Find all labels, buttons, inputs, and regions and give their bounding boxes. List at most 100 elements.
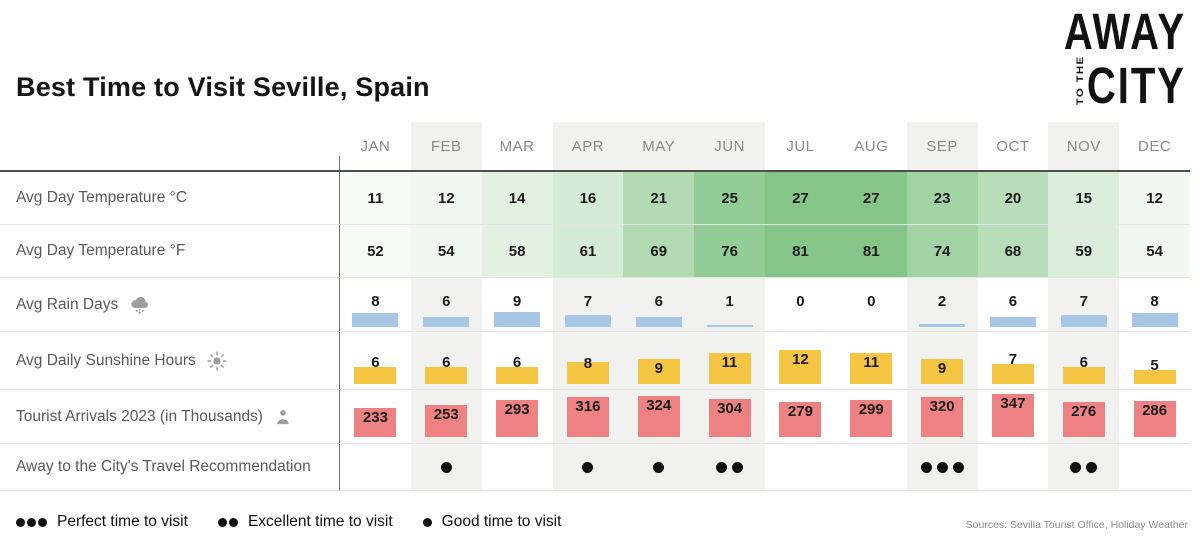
tourist-arrivals-jul-value: 279 xyxy=(787,403,813,420)
temp-f-jun-cell: 76 xyxy=(694,225,765,277)
rain-bar-dec xyxy=(1131,313,1178,327)
row-label-text: Avg Rain Days xyxy=(16,295,119,313)
rain-bar-oct xyxy=(989,316,1036,327)
month-header-mar: MAR xyxy=(499,137,535,155)
temp-f-nov-cell: 59 xyxy=(1048,225,1120,277)
person-icon xyxy=(273,407,293,427)
rain-bar-feb xyxy=(423,316,470,327)
tourist-bar-may: 324 xyxy=(637,396,680,437)
legend-dots xyxy=(422,517,434,527)
recommendation-dot xyxy=(582,461,594,473)
tourist-arrivals-apr-value: 316 xyxy=(575,398,601,415)
rain-days-may-value: 6 xyxy=(654,293,663,310)
tourist-arrivals-oct-value: 347 xyxy=(1000,395,1026,412)
sunshine-hours-aug-cell: 11 xyxy=(836,332,907,389)
tourist-arrivals-jan-cell: 233 xyxy=(340,390,411,443)
brand-logo: AWAY TO THE CITY xyxy=(1063,4,1186,111)
recommendation-sep-cell xyxy=(906,444,978,490)
row-label-recommendation: Away to the City's Travel Recommendation xyxy=(0,444,340,490)
tourist-arrivals-sep-cell: 320 xyxy=(906,390,978,443)
temp-f-jul-cell: 81 xyxy=(765,225,836,277)
tourist-bar-nov: 276 xyxy=(1062,402,1105,437)
tourist-arrivals-jul-cell: 279 xyxy=(765,390,836,443)
sunshine-hours-dec-cell: 5 xyxy=(1119,332,1190,389)
recommendation-dot xyxy=(920,461,932,473)
sunshine-hours-feb-value: 6 xyxy=(442,354,451,372)
tourist-bar-feb: 253 xyxy=(425,405,468,437)
tourist-arrivals-aug-cell: 299 xyxy=(836,390,907,443)
row-label-text: Avg Day Temperature °C xyxy=(16,189,188,206)
rain-bar-nov xyxy=(1060,315,1107,327)
sunshine-bar-jan xyxy=(354,367,397,384)
tourist-bar-mar: 293 xyxy=(496,400,539,437)
rain-bar-jun xyxy=(706,325,753,327)
recommendation-jan-cell xyxy=(340,444,411,490)
legend-dots xyxy=(217,517,240,527)
sunshine-hours-nov-value: 6 xyxy=(1079,354,1088,372)
rain-days-mar-cell: 9 xyxy=(482,278,553,331)
recommendation-dot xyxy=(1086,461,1098,473)
sunshine-bar-jun xyxy=(708,353,751,384)
recommendation-dec-cell xyxy=(1119,444,1190,490)
sunshine-hours-feb-cell: 6 xyxy=(410,332,482,389)
sunshine-bar-may xyxy=(637,358,680,384)
legend-dots xyxy=(16,517,49,527)
logo-away-text: AWAY xyxy=(1063,4,1186,61)
tourist-bar-dec: 286 xyxy=(1133,401,1176,437)
sunshine-hours-jun-value: 11 xyxy=(721,354,738,372)
rain-bar-may xyxy=(635,316,682,327)
rain-days-jul-cell: 0 xyxy=(765,278,836,331)
tourist-arrivals-aug-value: 299 xyxy=(858,401,884,418)
rain-days-may-cell: 6 xyxy=(623,278,695,331)
legend-label: Perfect time to visit xyxy=(57,513,188,530)
month-header-nov: NOV xyxy=(1048,122,1120,170)
row-temp-c: Avg Day Temperature °C 11 12 14 16 21 25 27 27 2… xyxy=(0,172,1190,225)
sun-icon xyxy=(206,350,228,372)
temp-c-jul-cell: 27 xyxy=(765,172,836,224)
recommendation-feb-cell xyxy=(410,444,482,490)
rain-days-dec-cell: 8 xyxy=(1119,278,1190,331)
sunshine-hours-mar-cell: 6 xyxy=(482,332,553,389)
temp-c-oct-cell: 20 xyxy=(977,172,1049,224)
tourist-arrivals-nov-value: 276 xyxy=(1071,403,1097,420)
recommendation-apr-cell xyxy=(552,444,624,490)
tourist-arrivals-dec-cell: 286 xyxy=(1119,390,1190,443)
legend-dot xyxy=(27,517,36,527)
sunshine-bar-aug xyxy=(850,353,893,384)
page-title: Best Time to Visit Seville, Spain xyxy=(16,72,430,102)
legend-dot xyxy=(422,517,432,527)
month-header-apr: APR xyxy=(552,122,624,170)
row-sunshine-hours: Avg Daily Sunshine Hours 6 6 6 8 9 11 12 11 9 7 6 5 xyxy=(0,332,1190,390)
row-tourist-arrivals: Tourist Arrivals 2023 (in Thousands) 233… xyxy=(0,390,1190,444)
legend-dot xyxy=(228,517,238,527)
legend-item-1-dots: Good time to visit xyxy=(422,513,562,531)
legend-item-3-dots: Perfect time to visit xyxy=(16,513,188,531)
sunshine-bar-nov xyxy=(1062,367,1105,384)
sunshine-hours-sep-cell: 9 xyxy=(906,332,978,389)
temp-f-feb-cell: 54 xyxy=(410,225,482,277)
row-recommendation: Away to the City's Travel Recommendation xyxy=(0,444,1190,491)
rain-days-jun-cell: 1 xyxy=(694,278,765,331)
rain-days-oct-value: 6 xyxy=(1008,293,1018,310)
sunshine-hours-sep-value: 9 xyxy=(937,359,947,377)
month-table: JAN FEB MAR APR MAY JUN JUL AUG SEP OCT NOV DEC Avg… xyxy=(0,122,1190,491)
sources-text: Sources: Sevilla Tourist Office, Holiday… xyxy=(965,519,1188,531)
row-label-text: Avg Day Temperature °F xyxy=(16,242,186,259)
tourist-arrivals-feb-value: 253 xyxy=(433,406,459,423)
sunshine-bar-feb xyxy=(425,367,468,384)
tourist-bar-oct: 347 xyxy=(991,394,1034,437)
rain-days-aug-value: 0 xyxy=(867,293,876,310)
legend-dot xyxy=(217,517,227,527)
temp-f-mar-cell: 58 xyxy=(481,225,553,277)
tourist-arrivals-dec-value: 286 xyxy=(1142,402,1168,419)
rain-days-apr-value: 7 xyxy=(583,293,593,310)
row-label-temp-c: Avg Day Temperature °C xyxy=(0,172,340,224)
legend-label: Good time to visit xyxy=(441,513,562,530)
month-header-aug: AUG xyxy=(854,137,889,155)
sunshine-hours-oct-value: 7 xyxy=(1008,351,1018,369)
month-header-jun: JUN xyxy=(694,122,765,170)
rain-days-feb-cell: 6 xyxy=(410,278,482,331)
legend-dot xyxy=(38,517,47,527)
tourist-bar-apr: 316 xyxy=(566,397,609,437)
rain-days-feb-value: 6 xyxy=(442,293,451,310)
